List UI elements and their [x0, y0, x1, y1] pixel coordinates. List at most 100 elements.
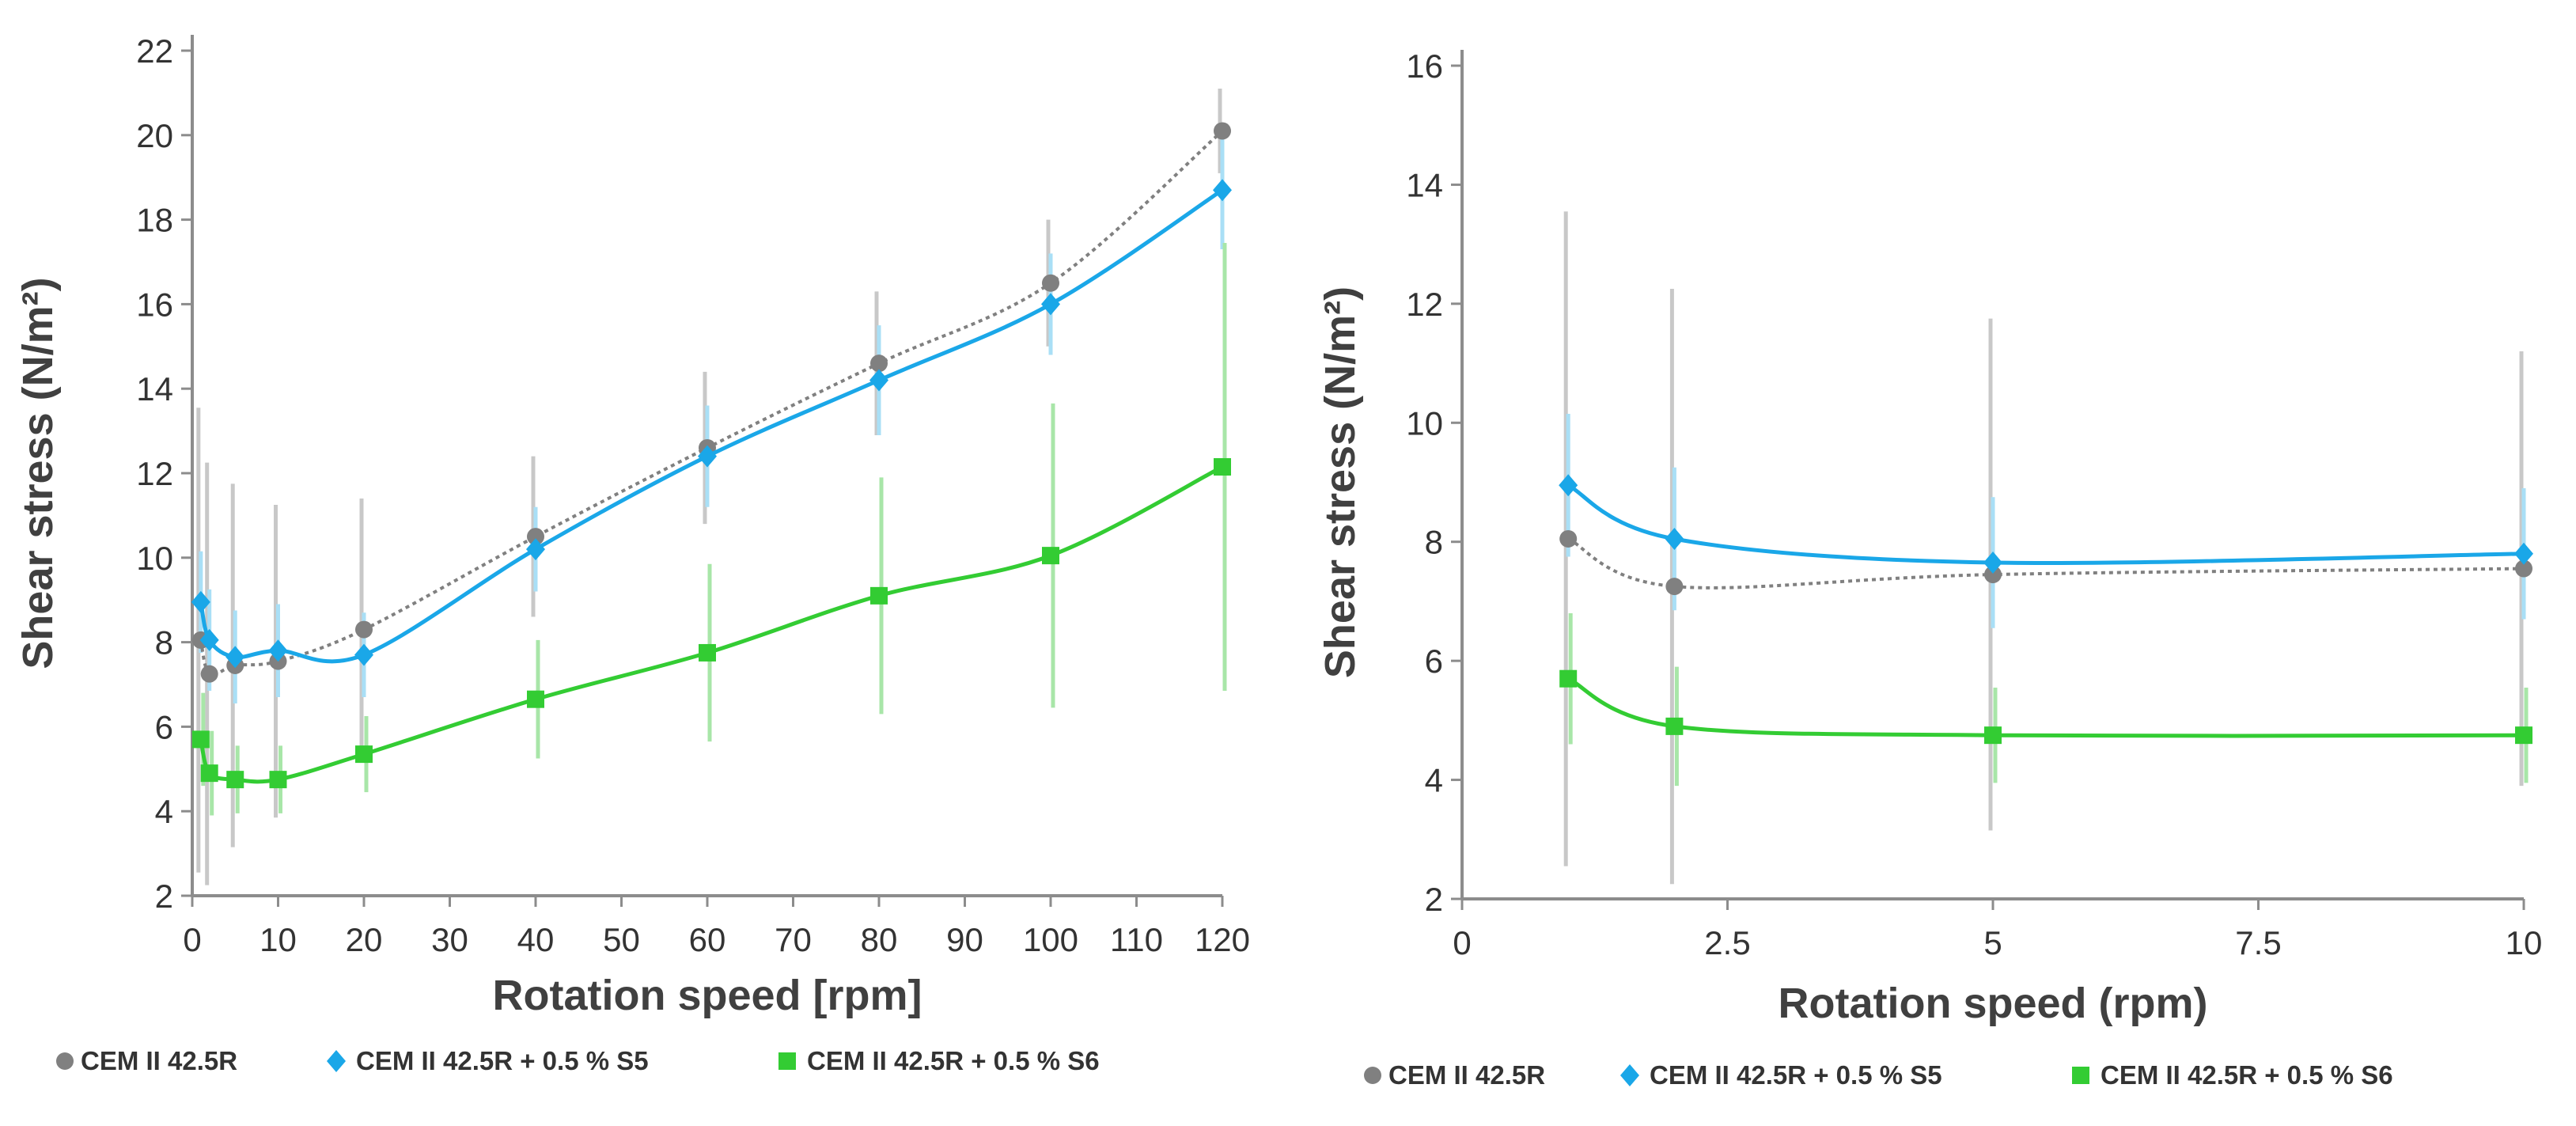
y-tick-label: 16 [136, 286, 173, 323]
data-point-cem-ii-42-5r-0-5-s6-9 [1214, 457, 1231, 476]
x-tick-label: 20 [346, 921, 383, 958]
y-axis-title: Shear stress (N/m²) [1316, 286, 1364, 678]
data-point-cem-ii-42-5r-0-5-s5-4 [354, 643, 373, 666]
y-tick-label: 14 [1406, 166, 1443, 203]
series-line-cem-ii-42-5r-0-5-s5 [1566, 483, 2525, 566]
data-point-cem-ii-42-5r-0-5-s5-2 [1983, 552, 2002, 574]
data-point-cem-ii-42-5r-0-5-s5-7 [869, 369, 888, 392]
legend-label-cem-ii-42-5r: CEM II 42.5R [1388, 1060, 1545, 1090]
data-point-cem-ii-42-5r-0-5-s5-2 [225, 646, 245, 669]
data-point-cem-ii-42-5r-0-5-s5-3 [2514, 542, 2533, 565]
legend-label-cem-ii-42-5r-0-5-s6: CEM II 42.5R + 0.5 % S6 [2101, 1060, 2393, 1090]
data-point-cem-ii-42-5r-0-5-s6-3 [269, 771, 287, 789]
x-tick-label: 5 [1983, 924, 2002, 961]
legend: CEM II 42.5R CEM II 42.5R + 0.5 % S5 CEM I… [1364, 1060, 2393, 1090]
chart-right: 2 4 6 8 10 12 14 16 0 2.5 5 7.5 10 Rotation speed (rp… [1316, 47, 2542, 1090]
x-tick-label: 60 [689, 921, 726, 958]
data-point-cem-ii-42-5r-0-5-s5-5 [526, 538, 545, 561]
y-tick-label: 14 [136, 370, 173, 408]
data-point-cem-ii-42-5r-0-5-s5-3 [268, 639, 288, 662]
data-point-cem-ii-42-5r-0-5-s6-8 [1042, 547, 1059, 565]
data-point-cem-ii-42-5r-0-5-s5-8 [1041, 293, 1060, 316]
data-point-cem-ii-42-5r-3 [2515, 559, 2532, 578]
series-cem-ii-42-5r-0-5-s5 [191, 179, 1232, 669]
y-tick-label: 16 [1406, 47, 1443, 85]
data-point-cem-ii-42-5r-0-5-s6-2 [226, 771, 244, 789]
data-point-cem-ii-42-5r-0-5-s5-0 [1559, 474, 1578, 497]
series-cem-ii-42-5r-0-5-s6 [1559, 669, 2532, 745]
x-tick-label: 100 [1023, 921, 1078, 958]
data-point-cem-ii-42-5r-0-5-s6-3 [2515, 726, 2532, 745]
data-point-cem-ii-42-5r-1 [1665, 578, 1684, 596]
x-tick-label: 2.5 [1704, 924, 1750, 961]
data-point-cem-ii-42-5r-0-5-s5-0 [191, 590, 210, 613]
data-point-cem-ii-42-5r-0-5-s5-1 [1665, 527, 1684, 550]
y-tick-label: 2 [1425, 881, 1443, 918]
x-tick-label: 80 [861, 921, 898, 958]
x-tick-label: 70 [775, 921, 812, 958]
data-point-cem-ii-42-5r-1 [200, 665, 218, 683]
legend-label-cem-ii-42-5r: CEM II 42.5R [81, 1046, 237, 1075]
chart-left: 2 4 6 8 10 12 14 16 18 20 22 0 10 20 30 40 50 60 70 80 90 100… [14, 32, 1250, 1075]
y-tick-label: 10 [136, 540, 173, 577]
x-tick-label: 120 [1195, 921, 1250, 958]
data-point-cem-ii-42-5r-4 [355, 620, 373, 639]
x-tick-label: 50 [603, 921, 640, 958]
data-point-cem-ii-42-5r-0 [1559, 529, 1578, 548]
y-tick-label: 20 [136, 117, 173, 154]
data-point-cem-ii-42-5r-0-5-s6-0 [1559, 669, 1578, 688]
y-tick-label: 22 [136, 32, 173, 70]
data-point-cem-ii-42-5r-0-5-s6-6 [699, 643, 716, 662]
data-point-cem-ii-42-5r-7 [870, 354, 888, 373]
series-cem-ii-42-5r [1559, 529, 2532, 596]
legend-marker-cem-ii-42-5r-0-5-s5 [327, 1050, 346, 1072]
error-bars [1563, 211, 2529, 885]
y-tick-label: 12 [1406, 286, 1443, 323]
x-tick-label: 10 [2506, 924, 2543, 961]
legend-label-cem-ii-42-5r-0-5-s5: CEM II 42.5R + 0.5 % S5 [1650, 1060, 1942, 1090]
legend-marker-cem-ii-42-5r [1364, 1067, 1381, 1084]
legend: CEM II 42.5R CEM II 42.5R + 0.5 % S5 CEM I… [56, 1046, 1100, 1075]
legend-marker-cem-ii-42-5r-0-5-s5 [1620, 1064, 1639, 1086]
data-point-cem-ii-42-5r-0-5-s6-2 [1984, 726, 2002, 745]
y-axis-title: Shear stress (N/m²) [14, 277, 62, 669]
x-axis-title: Rotation speed [rpm] [492, 972, 922, 1019]
x-tick-label: 7.5 [2235, 924, 2281, 961]
y-tick-label: 8 [155, 624, 173, 662]
data-point-cem-ii-42-5r-0-5-s5-1 [199, 628, 219, 651]
legend-label-cem-ii-42-5r-0-5-s5: CEM II 42.5R + 0.5 % S5 [356, 1046, 649, 1075]
y-tick-label: 12 [136, 455, 173, 492]
data-point-cem-ii-42-5r-0-5-s6-7 [870, 586, 888, 605]
y-tick-label: 6 [155, 708, 173, 745]
x-tick-label: 30 [431, 921, 468, 958]
data-point-cem-ii-42-5r-8 [1042, 274, 1059, 292]
data-point-cem-ii-42-5r-0-5-s6-1 [200, 764, 218, 783]
x-tick-label: 110 [1110, 921, 1163, 958]
series-cem-ii-42-5r-0-5-s6 [191, 457, 1231, 789]
y-tick-label: 4 [1425, 762, 1443, 799]
data-point-cem-ii-42-5r-0-5-s6-4 [355, 745, 373, 764]
series-cem-ii-42-5r-0-5-s5 [1559, 474, 2533, 574]
y-tick-label: 6 [1425, 643, 1443, 680]
legend-marker-cem-ii-42-5r-0-5-s6 [2072, 1067, 2089, 1084]
y-tick-label: 2 [155, 878, 173, 915]
data-point-cem-ii-42-5r-0-5-s5-6 [698, 445, 717, 468]
x-axis-title: Rotation speed (rpm) [1778, 980, 2207, 1027]
legend-marker-cem-ii-42-5r [56, 1052, 74, 1070]
data-point-cem-ii-42-5r-0-5-s6-1 [1665, 717, 1684, 735]
data-point-cem-ii-42-5r-9 [1214, 122, 1231, 140]
series-line-cem-ii-42-5r [199, 130, 1224, 677]
y-tick-label: 8 [1425, 524, 1443, 561]
data-point-cem-ii-42-5r-2 [1984, 566, 2002, 584]
legend-marker-cem-ii-42-5r-0-5-s6 [778, 1052, 796, 1070]
data-point-cem-ii-42-5r-5 [527, 528, 544, 546]
data-point-cem-ii-42-5r-0-5-s6-0 [191, 730, 210, 749]
data-point-cem-ii-42-5r-0-5-s5-9 [1213, 179, 1232, 202]
x-tick-label: 0 [1453, 924, 1471, 961]
data-point-cem-ii-42-5r-0-5-s6-5 [527, 690, 544, 708]
y-tick-label: 10 [1406, 404, 1443, 442]
series-line-cem-ii-42-5r-0-5-s6 [1567, 677, 2525, 738]
error-bars [196, 89, 1227, 885]
series-line-cem-ii-42-5r [1567, 537, 2525, 590]
x-tick-label: 40 [517, 921, 555, 958]
